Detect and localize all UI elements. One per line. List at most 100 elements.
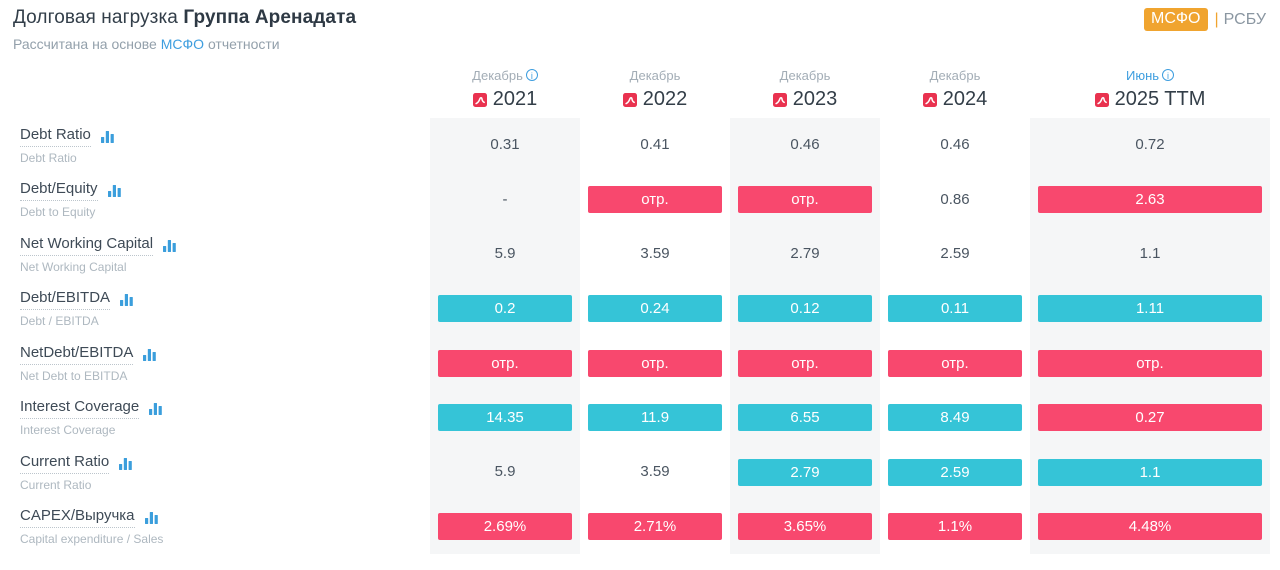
value-cell: 0.46 — [880, 136, 1030, 154]
pdf-icon[interactable] — [922, 92, 937, 107]
subtitle-suffix: отчетности — [207, 36, 280, 52]
metric-value: 0.41 — [640, 136, 670, 154]
value-cell: 6.55 — [730, 404, 880, 432]
bar-chart-icon[interactable] — [107, 184, 122, 198]
value-cell: 0.27 — [1030, 404, 1270, 432]
metric-sublabel: Net Debt to EBITDA — [20, 368, 128, 383]
value-cell: отр. — [730, 349, 880, 377]
metric-label[interactable]: Net Working Capital — [20, 235, 154, 256]
metric-value-badge: 0.27 — [1038, 404, 1262, 432]
metric-label[interactable]: Current Ratio — [20, 453, 110, 474]
metric-value-badge: 1.11 — [1038, 295, 1262, 323]
toggle-rsbu[interactable]: РСБУ — [1223, 10, 1266, 28]
page-header: Долговая нагрузка Группа Аренадата Рассч… — [13, 7, 356, 52]
metric-value: 0.72 — [1135, 136, 1165, 154]
value-cell: 0.41 — [580, 136, 730, 154]
value-cell: отр. — [580, 349, 730, 377]
pdf-icon[interactable] — [772, 92, 787, 107]
bar-chart-icon[interactable] — [162, 239, 177, 252]
metric-value: - — [502, 190, 508, 208]
value-cell: 0.12 — [730, 295, 880, 323]
value-cell: 2.71% — [580, 513, 730, 541]
metric-sublabel: Debt / EBITDA — [20, 314, 99, 329]
msfo-link[interactable]: МСФО — [160, 36, 205, 52]
value-cell: 2.63 — [1030, 186, 1270, 214]
column-month-label: Декабрь — [779, 68, 831, 83]
value-cell: 3.59 — [580, 245, 730, 263]
metric-value-badge: 0.24 — [588, 295, 722, 323]
value-cell: отр. — [580, 186, 730, 214]
metric-label-cell: NetDebt/EBITDA Net Debt to EBITDA — [0, 344, 430, 383]
metric-value-badge: 2.79 — [738, 458, 872, 486]
metric-value-badge: отр. — [738, 349, 872, 377]
metric-value-badge: 8.49 — [888, 404, 1022, 432]
bar-chart-icon[interactable] — [148, 402, 163, 416]
metric-row: Debt/Equity Debt to Equity - отр. отр. 0.86 2.… — [0, 173, 1270, 228]
value-cell: отр. — [1030, 349, 1270, 377]
value-cell: отр. — [880, 349, 1030, 377]
metric-label[interactable]: Debt/Equity — [20, 180, 98, 202]
metric-sublabel: Current Ratio — [20, 477, 92, 492]
value-cell: 14.35 — [430, 404, 580, 432]
bar-chart-icon[interactable] — [100, 130, 115, 143]
metric-sublabel: Net Working Capital — [20, 259, 127, 274]
value-cell: отр. — [730, 186, 880, 214]
pdf-icon[interactable] — [472, 92, 487, 107]
metric-value: 5.9 — [494, 463, 516, 481]
column-year-label: 2023 — [792, 88, 838, 110]
pdf-icon[interactable] — [1094, 92, 1109, 107]
metric-value: 3.59 — [640, 245, 670, 263]
bar-chart-icon[interactable] — [142, 348, 157, 361]
column-header: Декабрь 2023 — [730, 62, 880, 118]
table-header-row: Декабрь i 2021 Декабрь 2022 Декабрь 2023 Декабр… — [0, 62, 1270, 118]
metric-label[interactable]: Debt Ratio — [20, 126, 91, 147]
value-cell: 0.72 — [1030, 136, 1270, 154]
table-body: Debt Ratio Debt Ratio 0.31 0.41 0.46 0.46 0.72… — [0, 118, 1270, 554]
subtitle-prefix: Рассчитана на основе — [13, 36, 157, 52]
value-cell: 2.59 — [880, 458, 1030, 486]
value-cell: 0.31 — [430, 136, 580, 154]
metric-value-badge: отр. — [888, 349, 1022, 377]
metric-value-badge: отр. — [1038, 349, 1262, 377]
metric-value-badge: отр. — [588, 349, 722, 377]
value-cell: 3.59 — [580, 463, 730, 481]
bar-chart-icon[interactable] — [119, 293, 134, 307]
metric-label-cell: Debt/Equity Debt to Equity — [0, 180, 430, 219]
toggle-msfo[interactable]: МСФО — [1144, 8, 1208, 31]
pdf-icon[interactable] — [622, 92, 637, 107]
metric-label[interactable]: Interest Coverage — [20, 398, 140, 420]
column-header: Декабрь 2022 — [580, 62, 730, 118]
metric-label-cell: Debt/EBITDA Debt / EBITDA — [0, 289, 430, 328]
column-month-label: Июнь — [1125, 68, 1160, 83]
value-cell: 1.1 — [1030, 245, 1270, 263]
info-icon[interactable]: i — [525, 68, 538, 81]
bar-chart-icon[interactable] — [144, 511, 159, 525]
metric-value-badge: 2.69% — [438, 513, 572, 541]
info-icon[interactable]: i — [1162, 68, 1175, 81]
value-cell: - — [430, 191, 580, 209]
value-cell: 1.11 — [1030, 295, 1270, 323]
metric-label[interactable]: Debt/EBITDA — [20, 289, 111, 311]
metric-label[interactable]: NetDebt/EBITDA — [20, 344, 134, 365]
column-header: Декабрь 2024 — [880, 62, 1030, 118]
bar-chart-icon[interactable] — [118, 457, 133, 470]
page-subtitle: Рассчитана на основе МСФО отчетности — [13, 36, 356, 52]
column-month-label: Декабрь — [472, 68, 523, 83]
value-cell: 0.86 — [880, 191, 1030, 209]
metric-value-badge: 3.65% — [738, 513, 872, 541]
metric-value-badge: 11.9 — [588, 404, 722, 432]
metric-value-badge: 6.55 — [738, 404, 872, 432]
metric-value-badge: 4.48% — [1038, 513, 1262, 541]
metric-row: Current Ratio Current Ratio 5.9 3.59 2.79 2.5… — [0, 445, 1270, 500]
value-cell: 4.48% — [1030, 513, 1270, 541]
metric-label[interactable]: CAPEX/Выручка — [20, 507, 135, 529]
value-cell: 2.69% — [430, 513, 580, 541]
metric-value-badge: 0.2 — [438, 295, 572, 323]
value-cell: 5.9 — [430, 463, 580, 481]
metric-value: 0.86 — [940, 190, 970, 208]
toggle-divider: | — [1214, 10, 1219, 28]
metric-value-badge: 1.1 — [1038, 458, 1262, 486]
metric-row: Debt Ratio Debt Ratio 0.31 0.41 0.46 0.46 0.72 — [0, 118, 1270, 173]
metric-value: 5.9 — [494, 245, 516, 263]
metric-value-badge: отр. — [588, 186, 722, 214]
